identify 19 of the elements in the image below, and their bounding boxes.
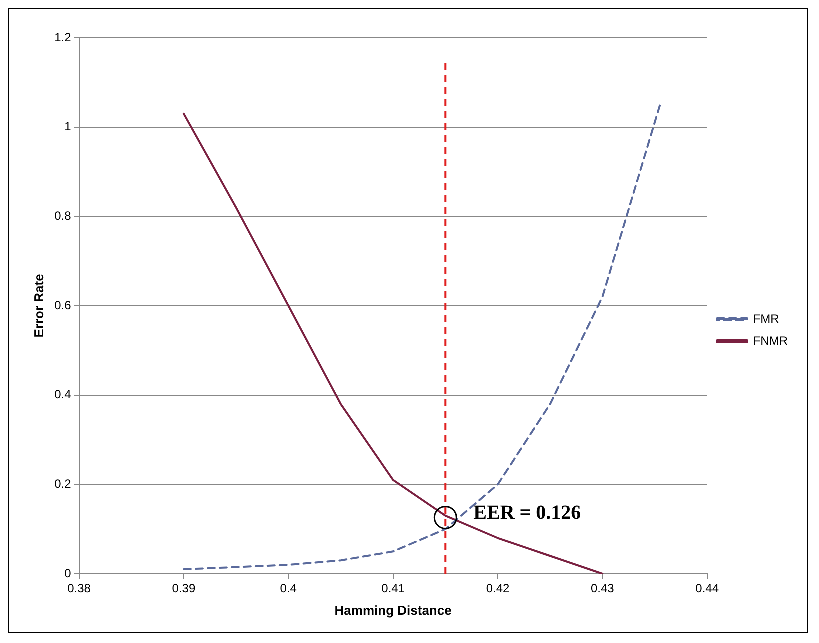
x-tick-label: 0.41 xyxy=(382,582,406,596)
x-axis-title: Hamming Distance xyxy=(334,602,452,618)
x-tick-label: 0.43 xyxy=(590,582,615,596)
x-tick-label: 0.39 xyxy=(172,582,196,596)
y-tick-label: 0 xyxy=(64,566,72,580)
y-tick-label: 0.6 xyxy=(54,298,72,312)
y-tick-label: 1 xyxy=(64,120,72,134)
y-tick-label: 0.2 xyxy=(54,476,72,491)
x-tick-label: 0.38 xyxy=(68,582,92,596)
y-tick-label: 0.8 xyxy=(54,208,72,223)
x-tick-label: 0.42 xyxy=(486,582,510,596)
y-axis-title: Error Rate xyxy=(31,274,46,338)
y-tick-label: 1.2 xyxy=(54,30,72,44)
y-tick-label: 0.4 xyxy=(54,388,72,402)
legend-label: FNMR xyxy=(753,334,788,348)
x-tick-label: 0.44 xyxy=(696,582,720,596)
annotation: EER = 0.126 xyxy=(474,502,582,524)
x-tick-label: 0.4 xyxy=(280,582,298,596)
legend-label: FMR xyxy=(753,312,780,326)
